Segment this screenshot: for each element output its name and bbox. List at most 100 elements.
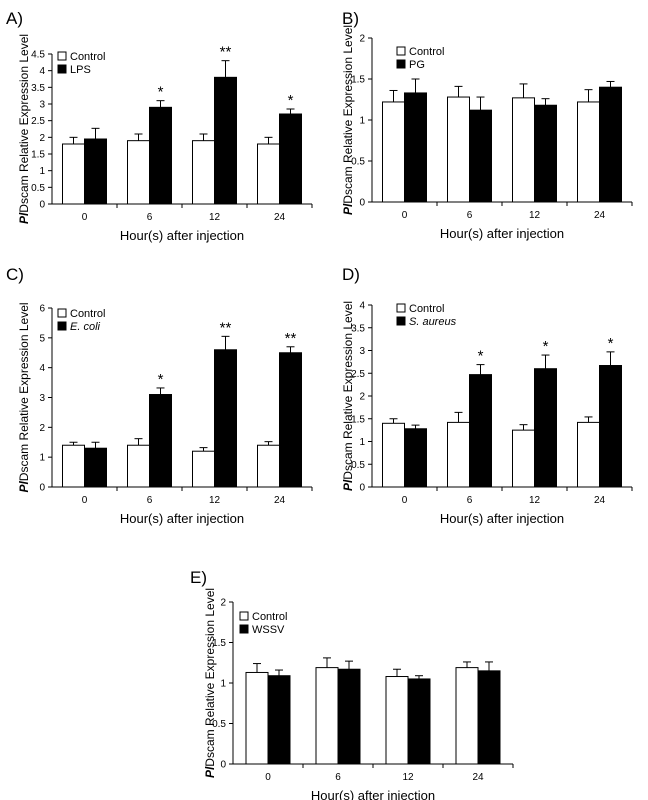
- y-tick-label: 1: [39, 166, 45, 177]
- bar-control: [62, 143, 85, 205]
- bar-treatment: [469, 374, 492, 488]
- x-axis-title: Hour(s) after injection: [440, 226, 564, 241]
- significance-marker: *: [608, 335, 614, 352]
- x-axis-title: Hour(s) after injection: [120, 511, 244, 526]
- y-axis-title-italic: Pl: [17, 212, 31, 224]
- chart-panel-2: B) 0 0.5 1 1.5 2 0 6 12 24 PlDscam Relative Expres…: [341, 9, 633, 241]
- bar-treatment: [267, 675, 291, 765]
- legend-swatch-control: [57, 51, 67, 61]
- bar-control: [382, 422, 405, 488]
- x-tick-label: 0: [82, 495, 88, 506]
- y-tick-label: 3: [359, 346, 365, 357]
- x-tick-label: 12: [209, 212, 221, 223]
- bar-treatment: [84, 138, 107, 205]
- y-tick-label: 2.5: [351, 369, 365, 380]
- y-tick-label: 4.5: [31, 50, 45, 61]
- bar-control: [385, 676, 409, 765]
- chart-panel-1: A) 0 0.5 1 1.5 2 2.5 3 3.5 4 4.5 0 6 * 12 ** 24 * PlDscam …: [6, 9, 313, 243]
- y-tick-label: 6: [39, 304, 45, 315]
- legend-swatch-control: [396, 303, 406, 313]
- x-tick-label: 24: [472, 772, 484, 783]
- bar-control: [577, 101, 600, 203]
- y-tick-label: 2: [359, 34, 365, 45]
- significance-marker: *: [158, 371, 164, 388]
- legend-swatch-control: [239, 611, 249, 621]
- chart-panel-4: D) 0 0.5 1 1.5 2 2.5 3 3.5 4 0 6 * 12 * 24 * PlDscam Rela…: [341, 265, 633, 526]
- legend-swatch-treatment: [57, 321, 67, 331]
- legend-label: E. coli: [70, 321, 101, 333]
- y-axis-title: PlDscam Relative Expression Level: [341, 25, 355, 215]
- panel-label: E): [190, 568, 207, 587]
- y-axis-title-rest: Dscam Relative Expression Level: [341, 301, 355, 480]
- panel-label: C): [6, 265, 24, 284]
- significance-marker: *: [478, 348, 484, 365]
- legend-label: S. aureus: [409, 316, 457, 328]
- x-tick-label: 24: [594, 210, 606, 221]
- y-axis-title-rest: Dscam Relative Expression Level: [203, 588, 217, 767]
- y-tick-label: 3.5: [31, 83, 45, 94]
- y-tick-label: 0.5: [351, 157, 365, 168]
- bar-control: [127, 140, 150, 205]
- bar-control: [455, 667, 479, 765]
- y-tick-label: 2: [359, 392, 365, 403]
- x-tick-label: 12: [529, 210, 541, 221]
- panel-label: A): [6, 9, 23, 28]
- x-axis-title: Hour(s) after injection: [440, 511, 564, 526]
- x-tick-label: 12: [209, 495, 221, 506]
- bar-treatment: [404, 92, 427, 203]
- legend-label: WSSV: [252, 624, 285, 636]
- y-tick-label: 3: [39, 100, 45, 111]
- x-tick-label: 6: [335, 772, 341, 783]
- bar-control: [127, 444, 150, 488]
- bar-control: [512, 97, 535, 203]
- chart-panel-5: E) 0 0.5 1 1.5 2 0 6 12 24 PlDscam Relative Expres…: [190, 568, 514, 800]
- y-tick-label: 1: [359, 437, 365, 448]
- x-tick-label: 6: [147, 495, 153, 506]
- bar-control: [382, 101, 405, 203]
- y-tick-label: 2.5: [31, 116, 45, 127]
- y-axis-title-rest: Dscam Relative Expression Level: [17, 302, 31, 481]
- y-tick-label: 1.5: [31, 150, 45, 161]
- y-tick-label: 4: [359, 301, 365, 312]
- y-tick-label: 0: [220, 760, 226, 771]
- y-axis-title-italic: Pl: [203, 766, 217, 778]
- bar-treatment: [534, 104, 557, 203]
- legend-swatch-treatment: [239, 624, 249, 634]
- y-tick-label: 4: [39, 66, 45, 77]
- bar-control: [315, 667, 339, 765]
- significance-marker: *: [288, 92, 294, 109]
- y-tick-label: 2: [39, 133, 45, 144]
- x-axis-title: Hour(s) after injection: [120, 228, 244, 243]
- legend-swatch-treatment: [57, 64, 67, 74]
- y-axis-title-italic: Pl: [17, 481, 31, 493]
- legend-label: Control: [70, 308, 105, 320]
- y-tick-label: 0: [39, 200, 45, 211]
- y-tick-label: 0: [359, 198, 365, 209]
- y-tick-label: 1: [220, 679, 226, 690]
- y-tick-label: 0.5: [31, 183, 45, 194]
- y-axis-title-rest: Dscam Relative Expression Level: [341, 25, 355, 204]
- bar-treatment: [534, 368, 557, 488]
- x-tick-label: 0: [402, 495, 408, 506]
- y-tick-label: 0.5: [212, 719, 226, 730]
- bar-control: [447, 421, 470, 488]
- legend-swatch-treatment: [396, 59, 406, 69]
- bar-control: [62, 444, 85, 488]
- bar-control: [447, 96, 470, 203]
- y-tick-label: 5: [39, 333, 45, 344]
- x-tick-label: 0: [265, 772, 271, 783]
- y-tick-label: 0.5: [351, 460, 365, 471]
- y-axis-title: PlDscam Relative Expression Level: [203, 588, 217, 778]
- legend-swatch-control: [396, 46, 406, 56]
- legend-label: Control: [409, 46, 444, 58]
- x-tick-label: 0: [82, 212, 88, 223]
- y-tick-label: 3.5: [351, 323, 365, 334]
- y-tick-label: 3: [39, 393, 45, 404]
- x-tick-label: 24: [274, 212, 286, 223]
- y-axis-title: PlDscam Relative Expression Level: [17, 302, 31, 492]
- significance-marker: **: [285, 330, 297, 347]
- x-tick-label: 6: [467, 495, 473, 506]
- bar-treatment: [214, 76, 237, 205]
